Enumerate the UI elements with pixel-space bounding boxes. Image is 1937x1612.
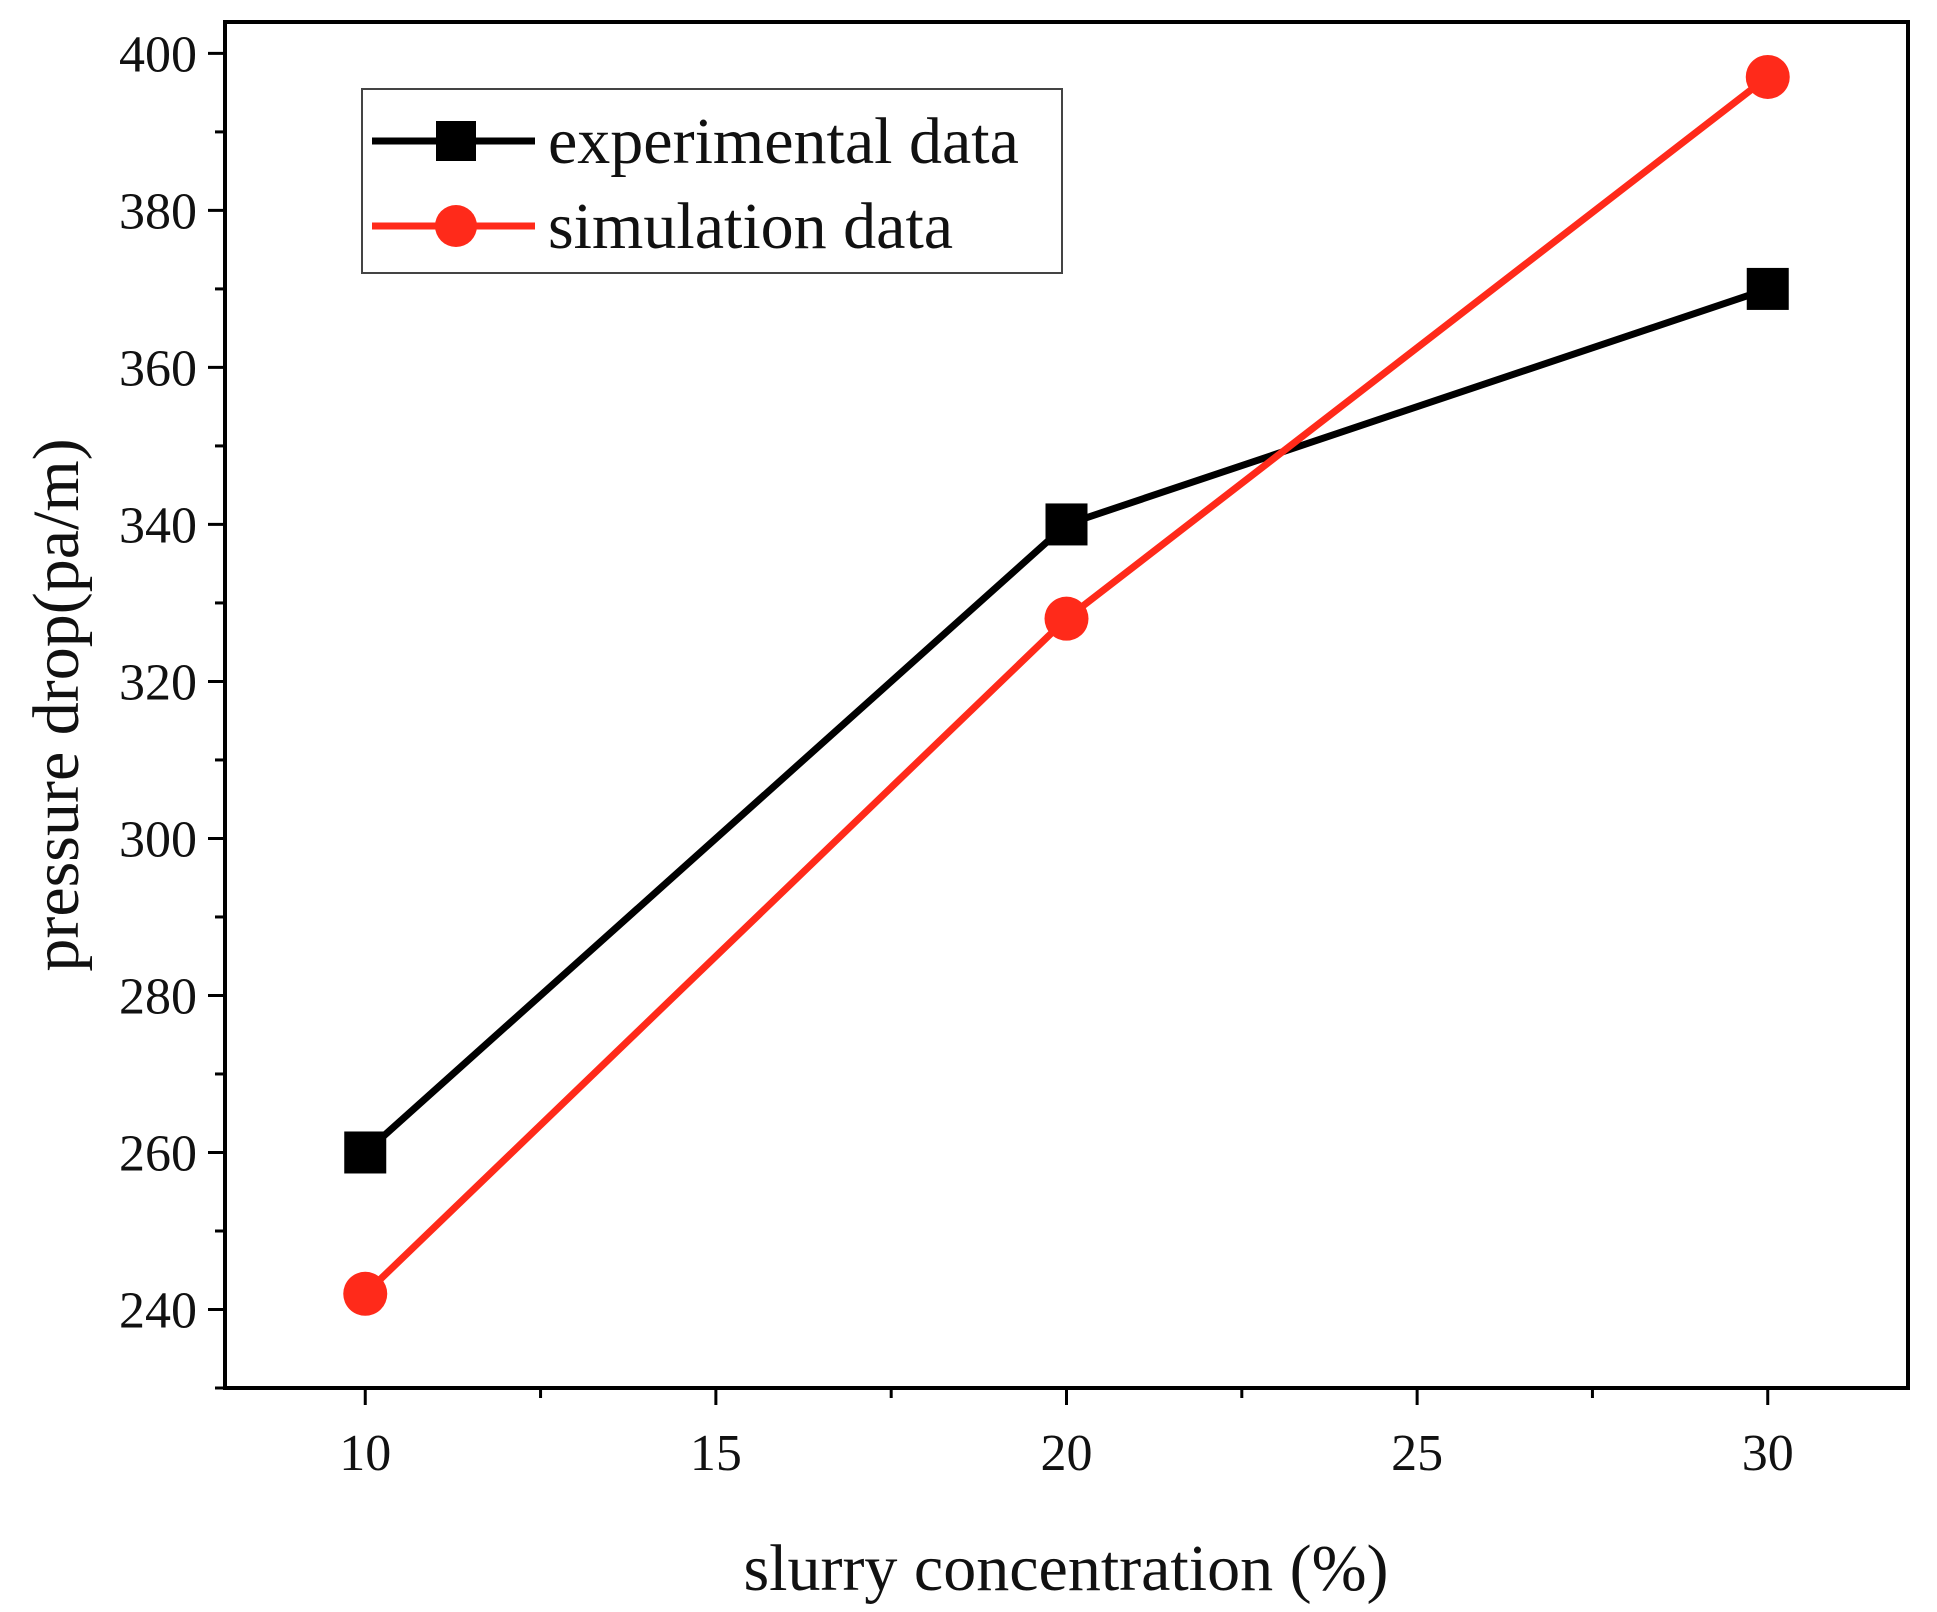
data-point-simulation [1044,596,1089,641]
data-point-experimental [344,1131,387,1174]
y-axis-ticks: 240 260 280 300 320 340 360 380 400 [119,26,225,1390]
legend-marker-circle [435,205,477,247]
y-tick-label: 240 [119,1282,197,1339]
data-point-experimental [1746,267,1789,310]
y-tick-label: 380 [119,183,197,240]
x-tick-label: 25 [1391,1425,1443,1482]
x-tick-label: 30 [1742,1425,1794,1482]
y-tick-label: 300 [119,811,197,868]
legend: experimental data simulation data [361,88,1063,274]
legend-label-experimental: experimental data [548,105,1019,178]
y-tick-label: 260 [119,1125,197,1182]
data-point-simulation [343,1271,388,1316]
x-axis-title: slurry concentration (%) [743,1532,1388,1605]
y-tick-label: 340 [119,497,197,554]
x-tick-label: 15 [690,1425,742,1482]
x-tick-label: 20 [1041,1425,1093,1482]
y-tick-label: 400 [119,26,197,83]
series-line-experimental [362,285,1769,1156]
legend-marker-square [436,121,476,161]
y-tick-label: 280 [119,968,197,1025]
legend-label-simulation: simulation data [548,190,953,263]
y-tick-label: 320 [119,654,197,711]
data-point-experimental [1045,503,1088,546]
data-point-simulation [1745,54,1790,99]
y-axis-title: pressure drop(pa/m) [20,438,93,971]
x-axis-ticks: 10 15 20 25 30 [339,1388,1794,1482]
x-tick-label: 10 [339,1425,391,1482]
y-tick-label: 360 [119,340,197,397]
series-markers [343,54,1790,1316]
legend-box [361,88,1063,274]
